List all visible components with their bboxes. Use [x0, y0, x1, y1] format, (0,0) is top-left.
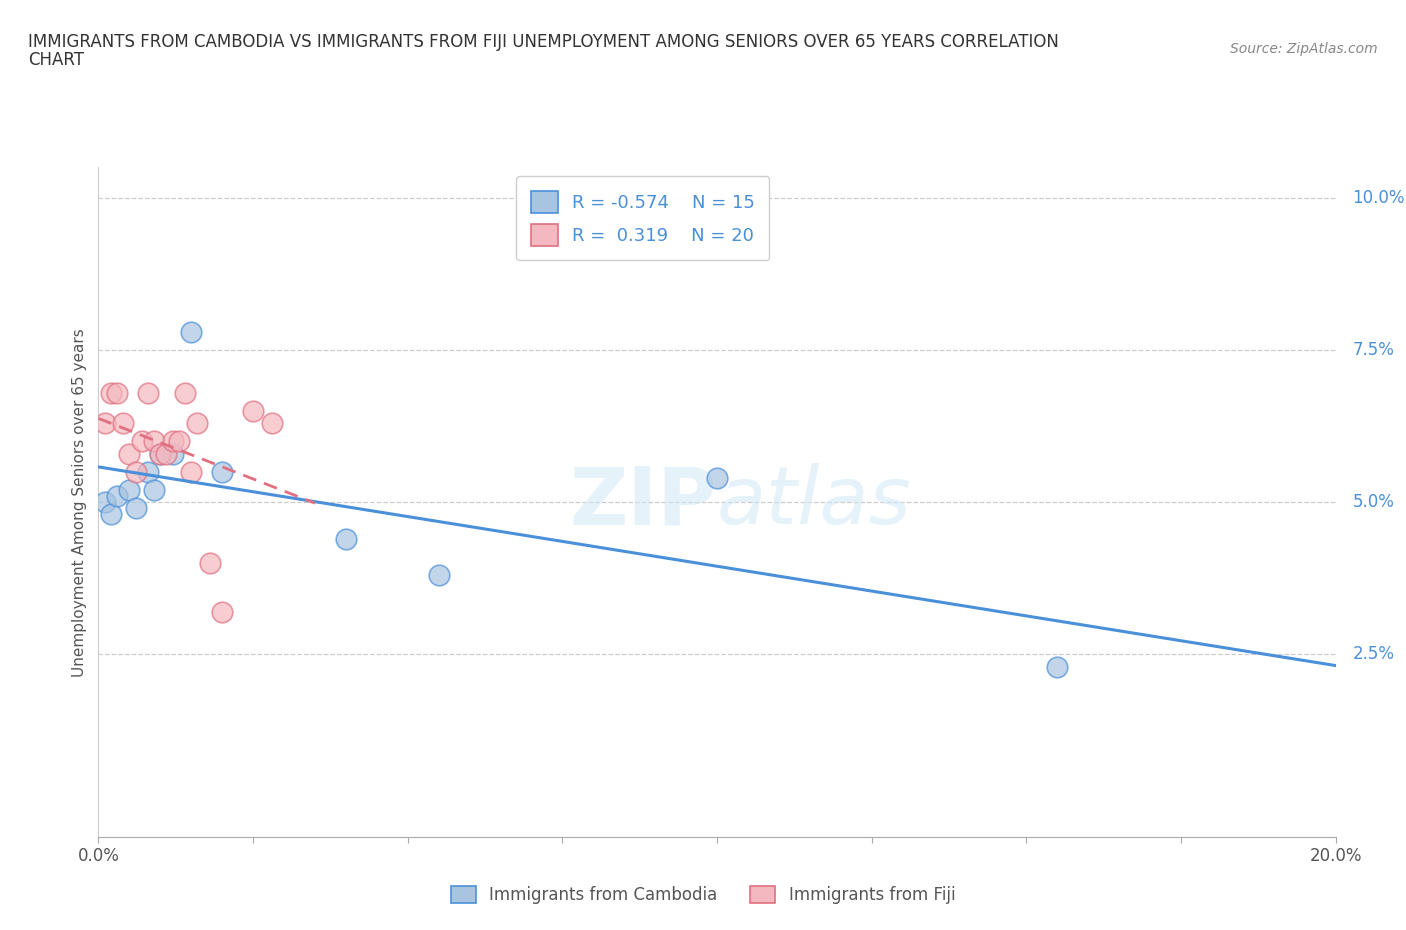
Point: [211, 604, 233, 619]
Point: [143, 483, 166, 498]
Point: [118, 446, 141, 461]
Text: Source: ZipAtlas.com: Source: ZipAtlas.com: [1230, 42, 1378, 56]
Point: [1046, 659, 1069, 674]
Point: [100, 385, 122, 400]
Point: [706, 471, 728, 485]
Point: [105, 385, 128, 400]
Legend: Immigrants from Cambodia, Immigrants from Fiji: Immigrants from Cambodia, Immigrants fro…: [443, 878, 963, 912]
Point: [124, 501, 146, 516]
Point: [136, 385, 159, 400]
Point: [105, 488, 128, 503]
Point: [174, 385, 197, 400]
Point: [242, 404, 264, 418]
Point: [162, 446, 184, 461]
Point: [335, 531, 357, 546]
Point: [149, 446, 172, 461]
Point: [155, 446, 177, 461]
Point: [162, 434, 184, 449]
Point: [180, 325, 202, 339]
Legend: R = -0.574    N = 15, R =  0.319    N = 20: R = -0.574 N = 15, R = 0.319 N = 20: [516, 177, 769, 260]
Point: [100, 507, 122, 522]
Y-axis label: Unemployment Among Seniors over 65 years: Unemployment Among Seniors over 65 years: [72, 328, 87, 677]
Point: [131, 434, 153, 449]
Text: 2.5%: 2.5%: [1353, 645, 1395, 663]
Point: [93, 416, 115, 431]
Text: CHART: CHART: [28, 51, 84, 69]
Point: [149, 446, 172, 461]
Point: [211, 464, 233, 479]
Point: [143, 434, 166, 449]
Point: [118, 483, 141, 498]
Point: [180, 464, 202, 479]
Point: [260, 416, 283, 431]
Text: 7.5%: 7.5%: [1353, 341, 1395, 359]
Text: 5.0%: 5.0%: [1353, 493, 1395, 512]
Point: [136, 464, 159, 479]
Point: [93, 495, 115, 510]
Text: ZIP: ZIP: [569, 463, 717, 541]
Text: 10.0%: 10.0%: [1353, 189, 1405, 206]
Point: [427, 568, 450, 583]
Point: [124, 464, 146, 479]
Text: atlas: atlas: [717, 463, 912, 541]
Point: [186, 416, 208, 431]
Text: IMMIGRANTS FROM CAMBODIA VS IMMIGRANTS FROM FIJI UNEMPLOYMENT AMONG SENIORS OVER: IMMIGRANTS FROM CAMBODIA VS IMMIGRANTS F…: [28, 33, 1059, 50]
Point: [198, 555, 221, 570]
Point: [112, 416, 135, 431]
Point: [167, 434, 190, 449]
